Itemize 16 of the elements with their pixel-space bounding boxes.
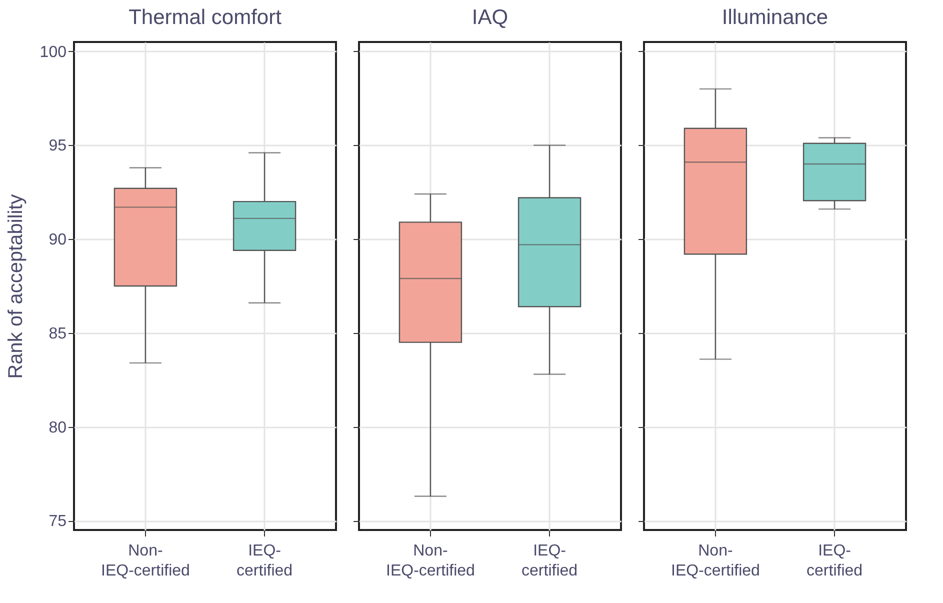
x-tick-label: Non-IEQ-certified: [386, 542, 475, 580]
y-tick-label: 80: [48, 419, 67, 436]
x-tick-label: Non-IEQ-certified: [100, 542, 190, 580]
y-tick-label: 75: [48, 513, 67, 530]
chart-title: Thermal comfort: [128, 6, 282, 29]
y-tick-label: 90: [48, 232, 67, 249]
chart-title: Illuminance: [722, 6, 828, 29]
x-tick-label: IEQ-certified: [806, 542, 863, 580]
x-tick-label: IEQ-certified: [522, 542, 578, 580]
y-tick-label: 95: [48, 138, 67, 155]
x-tick-label: Non-IEQ-certified: [670, 542, 760, 580]
y-axis-title: Rank of acceptability: [4, 194, 27, 379]
y-tick-label: 100: [40, 44, 67, 61]
x-tick-label: IEQ-certified: [236, 542, 293, 580]
chart-title: IAQ: [472, 6, 508, 29]
y-tick-label: 85: [48, 325, 67, 342]
